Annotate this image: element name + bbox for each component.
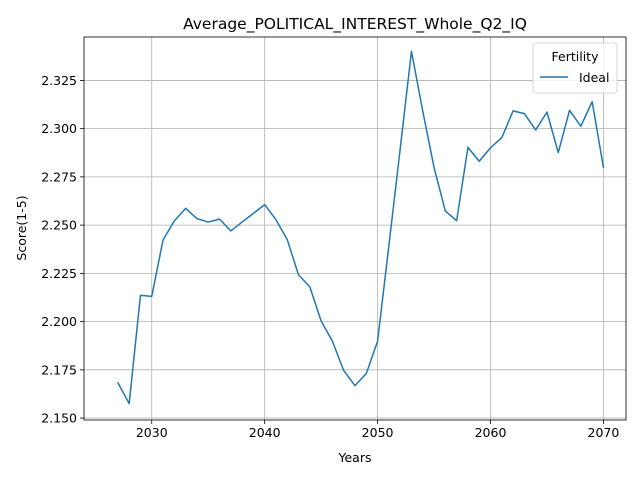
legend-label: Ideal: [579, 70, 609, 85]
legend-box: [532, 42, 618, 94]
x-axis-label: Years: [338, 450, 372, 465]
grid: [84, 37, 626, 420]
y-axis-label: Score(1-5): [14, 195, 29, 260]
y-tick-label: 2.275: [41, 169, 77, 184]
y-tick-label: 2.225: [41, 266, 77, 281]
y-tick-label: 2.175: [41, 362, 77, 377]
ticks: 2030 2040 2050 2060 2070 2.150 2.175 2.200 2.225…: [41, 73, 619, 440]
y-tick-label: 2.250: [41, 218, 77, 233]
legend-title: Fertility: [552, 49, 600, 64]
x-tick-label: 2060: [475, 425, 507, 440]
series-layer: [116, 50, 605, 405]
x-tick-label: 2030: [136, 425, 168, 440]
y-tick-label: 2.325: [41, 73, 77, 88]
x-tick-label: 2070: [588, 425, 620, 440]
plot-frame: [83, 36, 627, 421]
series-line-ideal: [116, 50, 605, 405]
legend: Fertility Ideal: [532, 42, 618, 94]
y-tick-label: 2.200: [41, 314, 77, 329]
y-tick-label: 2.150: [41, 411, 77, 426]
y-tick-label: 2.300: [41, 121, 77, 136]
x-tick-label: 2050: [362, 425, 394, 440]
chart-title: Average_POLITICAL_INTEREST_Whole_Q2_IQ: [183, 15, 527, 34]
x-tick-label: 2040: [249, 425, 281, 440]
